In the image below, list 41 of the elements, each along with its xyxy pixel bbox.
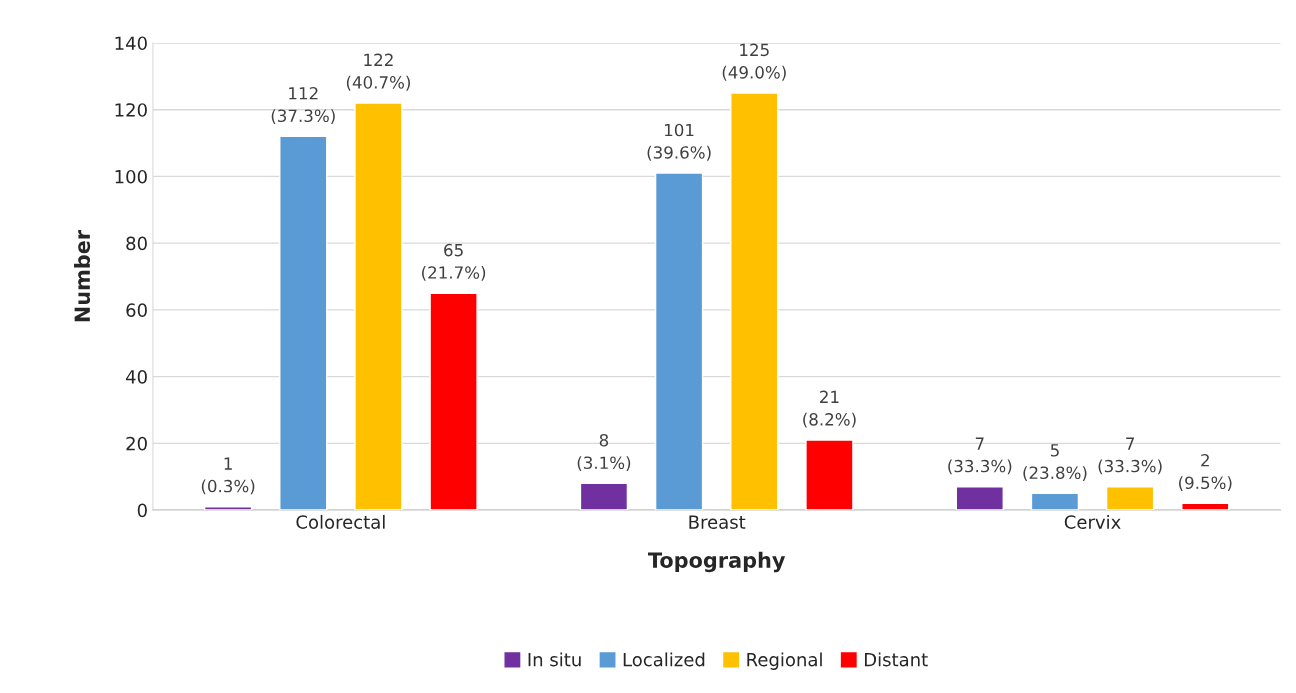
x-tick-label: Colorectal <box>296 514 385 529</box>
data-label: 8 (3.1%) <box>577 433 631 471</box>
bar <box>654 172 704 511</box>
data-label: 5 (23.8%) <box>1023 444 1087 481</box>
x-tick-label: Breast <box>689 515 746 529</box>
y-axis-title: Number <box>74 229 91 322</box>
data-label: 7 (33.3%) <box>1098 437 1162 475</box>
x-axis-title: Topography <box>648 551 786 573</box>
legend-label: In situ <box>528 652 581 667</box>
bar <box>805 439 854 511</box>
bar <box>730 92 779 511</box>
legend-label: Localized <box>623 652 705 667</box>
data-label: 65 (21.7%) <box>422 243 486 281</box>
y-tick-label: 120 <box>115 103 147 117</box>
y-tick-label: 140 <box>115 36 147 51</box>
bar <box>279 135 328 511</box>
bar <box>955 485 1004 511</box>
bar <box>354 102 403 511</box>
y-tick-label: 80 <box>126 236 147 251</box>
data-label: 1 (0.3%) <box>201 457 255 495</box>
y-tick-label: 20 <box>126 436 147 451</box>
legend-label: Distant <box>864 652 928 667</box>
data-label: 21 (8.2%) <box>803 390 856 428</box>
data-label: 101 (39.6%) <box>647 123 711 161</box>
data-label: 112 (37.3%) <box>271 86 335 124</box>
bar <box>429 292 478 511</box>
y-tick-label: 0 <box>137 503 147 518</box>
data-label: 2 (9.5%) <box>1179 453 1232 491</box>
bar <box>1105 485 1155 511</box>
bar <box>1181 502 1230 511</box>
bar <box>203 506 253 511</box>
data-label: 125 (49.0%) <box>722 43 786 81</box>
data-label: 122 (40.7%) <box>346 53 410 91</box>
y-tick-label: 60 <box>126 303 147 317</box>
y-tick-label: 100 <box>115 169 147 184</box>
legend-label: Regional <box>747 652 822 670</box>
bar <box>1030 492 1080 511</box>
data-label: 7 (33.3%) <box>948 437 1012 475</box>
x-tick-label: Cervix <box>1064 514 1121 529</box>
y-tick-label: 40 <box>125 370 147 384</box>
bar <box>579 482 629 511</box>
